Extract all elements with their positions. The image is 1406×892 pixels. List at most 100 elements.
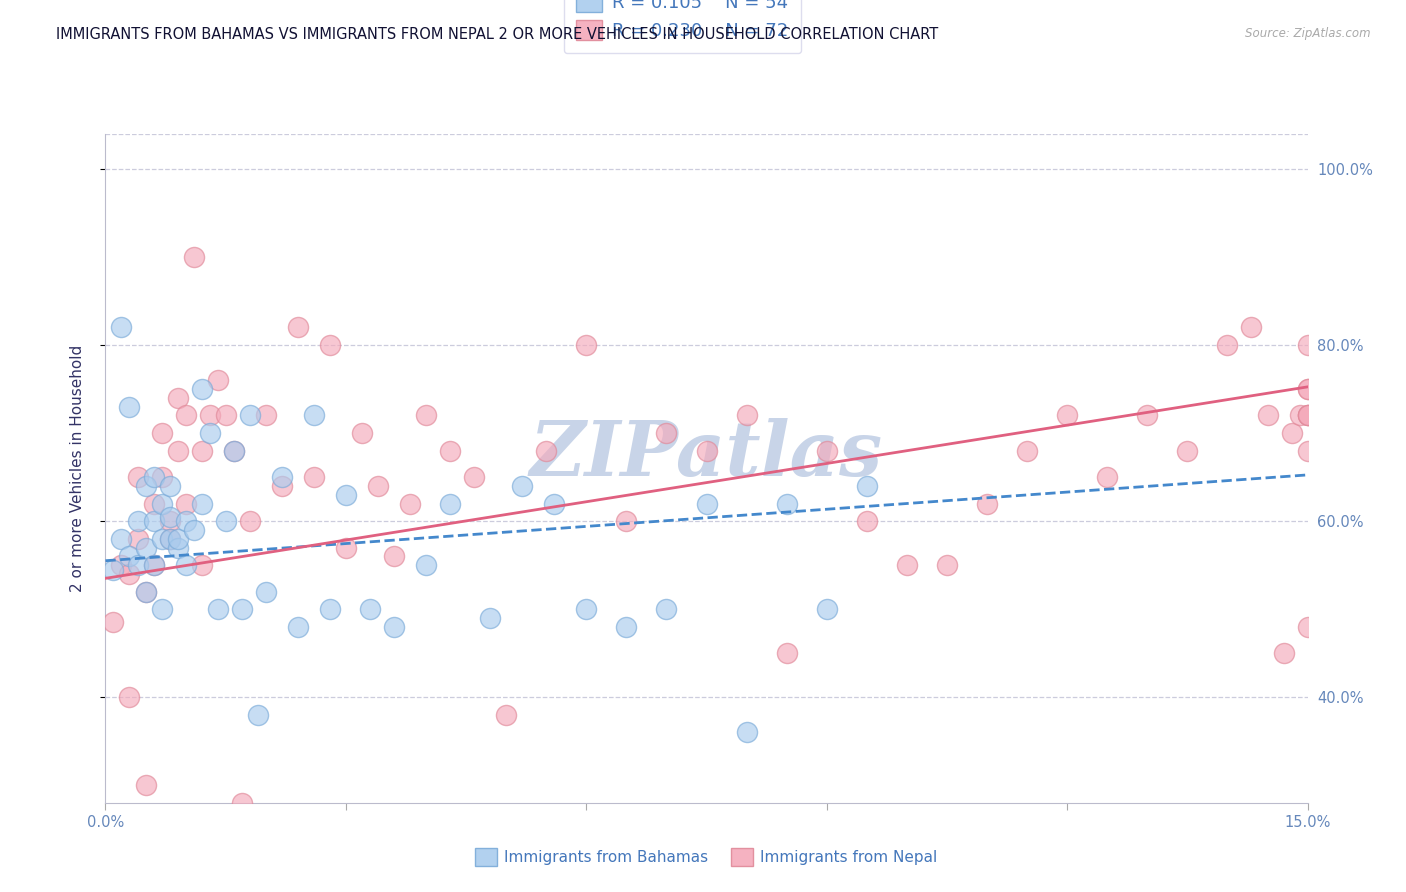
Point	[207, 373, 229, 387]
Point	[190, 496, 212, 510]
Point	[190, 382, 212, 396]
Text: IMMIGRANTS FROM BAHAMAS VS IMMIGRANTS FROM NEPAL 2 OR MORE VEHICLES IN HOUSEHOLD: IMMIGRANTS FROM BAHAMAS VS IMMIGRANTS FR…	[56, 27, 938, 42]
Point	[198, 426, 221, 441]
Point	[118, 549, 141, 564]
Point	[1257, 409, 1279, 423]
Point	[1296, 338, 1319, 352]
Point	[1216, 338, 1239, 352]
Text: Source: ZipAtlas.com: Source: ZipAtlas.com	[1246, 27, 1371, 40]
Point	[655, 426, 678, 441]
Point	[1281, 426, 1303, 441]
Point	[142, 470, 165, 484]
Point	[159, 532, 181, 546]
Point	[231, 796, 253, 810]
Point	[214, 409, 236, 423]
Point	[359, 602, 381, 616]
Point	[150, 602, 173, 616]
Point	[1272, 646, 1295, 660]
Point	[1296, 382, 1319, 396]
Point	[415, 558, 437, 573]
Point	[246, 707, 269, 722]
Point	[103, 562, 125, 576]
Point	[110, 558, 132, 573]
Point	[1177, 443, 1199, 458]
Point	[382, 549, 405, 564]
Point	[302, 409, 325, 423]
Point	[270, 470, 292, 484]
Point	[110, 532, 132, 546]
Point	[270, 479, 292, 493]
Point	[616, 514, 638, 528]
Point	[135, 479, 157, 493]
Point	[543, 496, 565, 510]
Point	[142, 514, 165, 528]
Point	[135, 541, 157, 555]
Point	[166, 532, 188, 546]
Y-axis label: 2 or more Vehicles in Household: 2 or more Vehicles in Household	[70, 344, 84, 592]
Point	[655, 602, 678, 616]
Point	[534, 443, 557, 458]
Point	[575, 338, 598, 352]
Point	[142, 496, 165, 510]
Point	[150, 470, 173, 484]
Point	[159, 532, 181, 546]
Point	[367, 479, 389, 493]
Point	[142, 558, 165, 573]
Point	[1296, 409, 1319, 423]
Point	[439, 496, 461, 510]
Point	[319, 338, 342, 352]
Point	[159, 514, 181, 528]
Point	[1097, 470, 1119, 484]
Point	[287, 620, 309, 634]
Point	[415, 409, 437, 423]
Point	[166, 443, 188, 458]
Point	[222, 443, 245, 458]
Legend: Immigrants from Bahamas, Immigrants from Nepal: Immigrants from Bahamas, Immigrants from…	[470, 842, 943, 872]
Point	[696, 443, 718, 458]
Point	[159, 479, 181, 493]
Point	[936, 558, 959, 573]
Point	[1288, 409, 1310, 423]
Point	[190, 443, 212, 458]
Point	[222, 443, 245, 458]
Point	[142, 558, 165, 573]
Point	[616, 620, 638, 634]
Point	[135, 778, 157, 792]
Point	[174, 496, 197, 510]
Point	[239, 514, 262, 528]
Point	[575, 602, 598, 616]
Point	[190, 558, 212, 573]
Text: ZIPatlas: ZIPatlas	[530, 418, 883, 491]
Point	[103, 615, 125, 630]
Point	[1136, 409, 1159, 423]
Point	[118, 690, 141, 705]
Point	[198, 409, 221, 423]
Point	[815, 602, 838, 616]
Point	[1296, 409, 1319, 423]
Point	[735, 409, 758, 423]
Point	[166, 391, 188, 405]
Point	[183, 250, 205, 264]
Point	[319, 602, 342, 616]
Point	[696, 496, 718, 510]
Point	[150, 496, 173, 510]
Point	[776, 496, 799, 510]
Point	[214, 514, 236, 528]
Point	[159, 509, 181, 524]
Point	[135, 584, 157, 599]
Point	[110, 320, 132, 334]
Point	[815, 443, 838, 458]
Point	[335, 488, 357, 502]
Point	[1296, 620, 1319, 634]
Point	[135, 584, 157, 599]
Point	[254, 584, 277, 599]
Point	[118, 400, 141, 414]
Point	[287, 320, 309, 334]
Point	[127, 514, 149, 528]
Point	[510, 479, 533, 493]
Point	[118, 566, 141, 581]
Point	[855, 514, 877, 528]
Point	[776, 646, 799, 660]
Point	[855, 479, 877, 493]
Point	[231, 602, 253, 616]
